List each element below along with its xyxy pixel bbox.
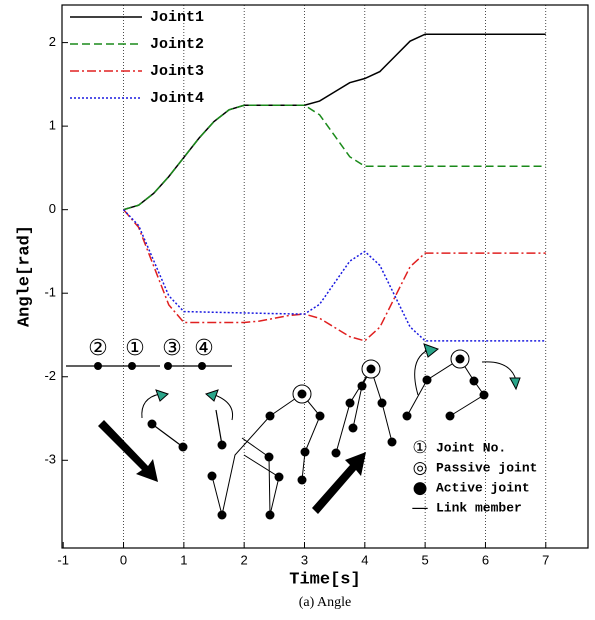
x-tick-label: -1	[57, 552, 69, 567]
joint-number: ④	[194, 336, 214, 361]
x-tick-label: 2	[241, 552, 248, 567]
x-tick-label: 6	[482, 552, 489, 567]
x-axis-title: Time[s]	[289, 570, 360, 589]
note-text: Joint No.	[436, 440, 506, 455]
grid: -1 0 1 2 3 4 5 6 7 2 1 0 -1 -2 -3	[44, 5, 549, 567]
legend-label: Joint2	[150, 36, 204, 53]
x-tick-label: 3	[301, 552, 308, 567]
x-tick-label: 0	[120, 552, 127, 567]
y-tick-label: -2	[44, 368, 56, 383]
joint-number: ②	[88, 336, 108, 361]
series-line	[122, 209, 546, 342]
series-line	[123, 104, 546, 211]
lines: Joint1 Joint2 Joint3 Joint4	[70, 9, 546, 342]
y-tick-label: -3	[44, 452, 56, 467]
robot-illustration	[66, 343, 521, 520]
y-axis-title: Angle[rad]	[15, 225, 34, 327]
legend-label: Joint3	[150, 63, 204, 80]
note-text: Passive joint	[436, 460, 537, 475]
x-tick-label: 7	[542, 552, 549, 567]
y-tick-label: -1	[44, 285, 56, 300]
y-tick-label: 1	[49, 118, 56, 133]
notes: ① Joint No. ◎ Passive joint ● Active joint — Li…	[412, 438, 538, 518]
caption: (a) Angle	[299, 595, 351, 610]
note-symbol: ①	[412, 438, 427, 458]
y-tick-label: 2	[49, 34, 56, 49]
x-tick-label: 1	[180, 552, 187, 567]
x-tick-label: 4	[361, 552, 368, 567]
plot-frame	[61, 4, 589, 549]
note-symbol: —	[412, 498, 429, 518]
note-text: Active joint	[436, 480, 530, 495]
legend-label: Joint4	[150, 90, 204, 107]
legend-label: Joint1	[150, 9, 204, 26]
note-text: Link member	[436, 500, 522, 515]
series-line	[123, 33, 546, 211]
note-symbol: ◎	[413, 458, 428, 478]
x-tick-label: 5	[422, 552, 429, 567]
note-symbol: ●	[413, 478, 428, 498]
y-tick-label: 0	[49, 201, 56, 216]
joint-number: ①	[125, 336, 145, 361]
joint-number: ③	[162, 336, 182, 361]
series-line	[122, 209, 546, 342]
